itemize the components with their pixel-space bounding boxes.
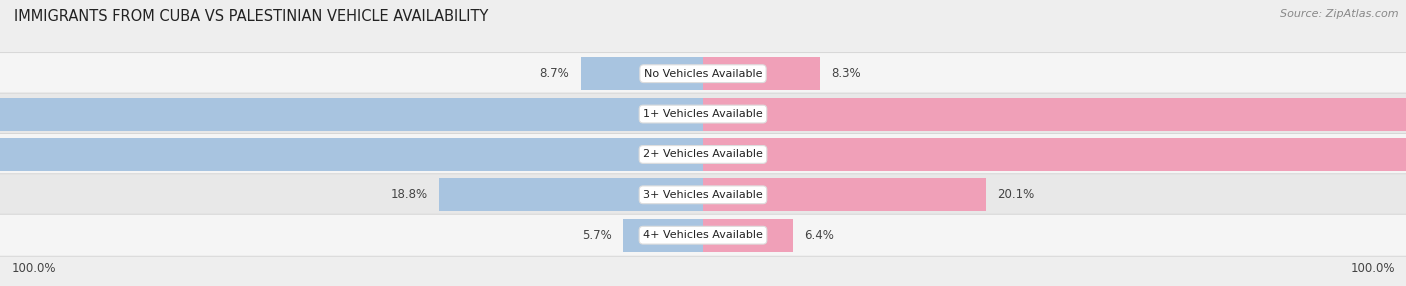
Text: 5.7%: 5.7% xyxy=(582,229,612,242)
Text: No Vehicles Available: No Vehicles Available xyxy=(644,69,762,79)
Bar xyxy=(703,57,820,90)
Text: 8.7%: 8.7% xyxy=(540,67,569,80)
Bar xyxy=(0,138,703,171)
FancyBboxPatch shape xyxy=(0,134,1406,175)
Text: 4+ Vehicles Available: 4+ Vehicles Available xyxy=(643,230,763,240)
Bar xyxy=(703,219,793,252)
Text: 100.0%: 100.0% xyxy=(11,262,56,275)
FancyBboxPatch shape xyxy=(0,174,1406,216)
Text: 6.4%: 6.4% xyxy=(804,229,834,242)
Bar xyxy=(0,98,703,131)
FancyBboxPatch shape xyxy=(0,214,1406,256)
FancyBboxPatch shape xyxy=(0,53,1406,95)
Text: 18.8%: 18.8% xyxy=(391,188,427,201)
Bar xyxy=(703,178,986,211)
Text: IMMIGRANTS FROM CUBA VS PALESTINIAN VEHICLE AVAILABILITY: IMMIGRANTS FROM CUBA VS PALESTINIAN VEHI… xyxy=(14,9,488,23)
Bar xyxy=(581,57,703,90)
Text: 3+ Vehicles Available: 3+ Vehicles Available xyxy=(643,190,763,200)
Text: 1+ Vehicles Available: 1+ Vehicles Available xyxy=(643,109,763,119)
Text: 100.0%: 100.0% xyxy=(1350,262,1395,275)
Bar xyxy=(703,138,1406,171)
Bar xyxy=(439,178,703,211)
FancyBboxPatch shape xyxy=(0,93,1406,135)
Bar xyxy=(623,219,703,252)
Text: Source: ZipAtlas.com: Source: ZipAtlas.com xyxy=(1281,9,1399,19)
Bar xyxy=(703,98,1406,131)
Text: 2+ Vehicles Available: 2+ Vehicles Available xyxy=(643,150,763,159)
Text: 20.1%: 20.1% xyxy=(997,188,1033,201)
Text: 8.3%: 8.3% xyxy=(831,67,860,80)
